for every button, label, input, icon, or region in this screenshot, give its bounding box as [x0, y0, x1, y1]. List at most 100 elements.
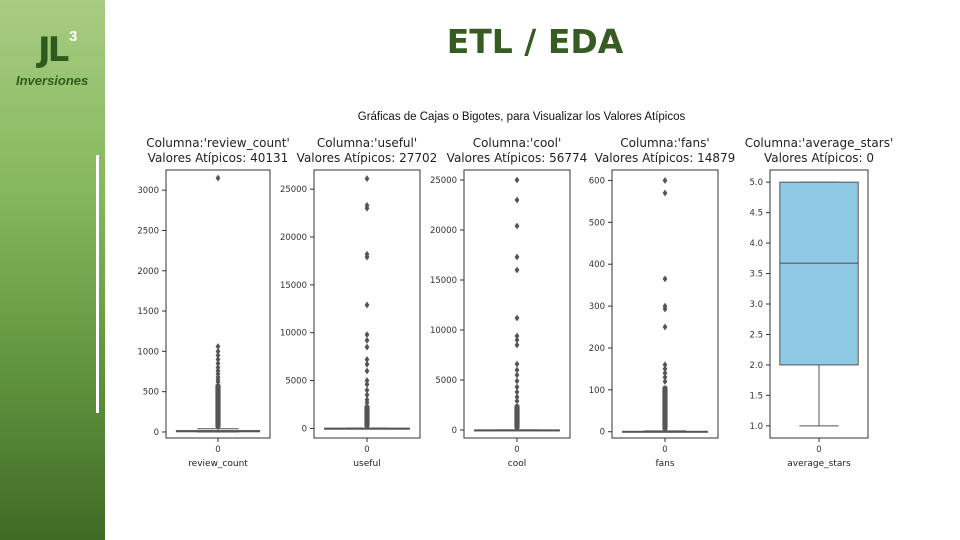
plot-1-outlier-9: [215, 347, 221, 355]
plot-1-outlier-5: [215, 364, 221, 371]
plot-2-xtick-label: 0: [364, 445, 369, 455]
plot-2-outlier-17: [364, 175, 370, 183]
plot-1-outlier-7: [215, 356, 221, 363]
plot-3-outlier-2: [514, 388, 520, 396]
plot-3-outlier-0: [514, 397, 520, 405]
plot-1-outlier-6: [215, 360, 221, 367]
plot-4-outlier-5: [662, 323, 668, 331]
plot-2-outlier-16: [364, 202, 370, 209]
plot-2-outlier-7: [364, 360, 370, 368]
plot-4-ytick-label-4: 400: [589, 260, 605, 270]
plot-3-xlabel: cool: [508, 459, 526, 469]
plot-2-ytick-label-2: 10000: [280, 329, 307, 339]
plot-3-ytick-label-1: 5000: [435, 376, 457, 386]
plot-1-title-line1: Columna:'review_count': [146, 136, 290, 150]
plot-1-ytick-label-4: 2000: [137, 267, 159, 277]
plot-1-xlabel: review_count: [188, 459, 248, 469]
plot-4-outlier-1: [662, 373, 668, 381]
plot-2-ytick-label-5: 25000: [280, 185, 307, 195]
plot-4-outlier-10: [662, 177, 668, 184]
plot-5-ytick-label-1: 1.5: [749, 391, 763, 401]
plot-4-outlier-7: [662, 302, 668, 310]
plot-5-ytick-label-5: 3.5: [749, 270, 763, 280]
plot-3-outlier-3: [514, 383, 520, 391]
plot-2-outlier-10: [364, 336, 370, 344]
plot-1-outlier-8: [215, 351, 221, 359]
plot-3-outlier-11: [514, 314, 520, 322]
plot-4-ytick-label-3: 300: [589, 302, 605, 312]
plot-5-ytick-label-2: 2.0: [749, 361, 763, 371]
plot-3-outlier-9: [514, 336, 520, 344]
plot-3-outlier-10: [514, 332, 520, 340]
plot-1-outlier-band: [215, 383, 221, 429]
plot-3-outlier-15: [514, 196, 520, 204]
page-title: ETL / EDA: [446, 22, 624, 61]
plot-4-xlabel: fans: [655, 459, 674, 469]
plot-3-ytick-label-4: 20000: [430, 226, 457, 236]
plot-3-outlier-7: [514, 360, 520, 368]
plot-5-xtick-label: 0: [816, 445, 821, 455]
plot-3-title-line2: Valores Atípicos: 56774: [447, 151, 588, 165]
plot-2-outlier-11: [364, 331, 370, 339]
plot-2-outlier-5: [364, 377, 370, 384]
plot-5-box: [779, 181, 859, 366]
plot-3-outlier-14: [514, 222, 520, 230]
plot-5-title-line2: Valores Atípicos: 0: [764, 151, 874, 165]
plot-3-outlier-16: [514, 176, 520, 184]
plot-1-ytick-label-1: 500: [143, 388, 159, 398]
plot-4-ytick-label-5: 500: [589, 218, 605, 228]
plot-1-ytick-label-3: 1500: [137, 307, 159, 317]
plot-1-xtick-label: 0: [215, 445, 220, 455]
plot-4-outlier-9: [662, 189, 668, 197]
plot-4-xtick-label: 0: [662, 445, 667, 455]
plot-2-outlier-8: [364, 356, 370, 363]
plot-3-outlier-band: [514, 404, 520, 430]
plot-5-ytick-label-3: 2.5: [749, 330, 763, 340]
plot-4-ytick-label-2: 200: [589, 344, 605, 354]
plot-4-title-line1: Columna:'fans': [620, 136, 709, 150]
plot-3-outlier-13: [514, 253, 520, 261]
sidebar-divider: [96, 155, 99, 413]
plot-5-title-line1: Columna:'average_stars': [745, 136, 894, 150]
plot-3-title-line1: Columna:'cool': [473, 136, 562, 150]
plot-2-outlier-3: [364, 386, 370, 394]
plot-2-title-line1: Columna:'useful': [317, 136, 417, 150]
plot-5-xlabel: average_stars: [787, 459, 851, 469]
plot-1-outlier-11: [215, 174, 221, 182]
logo-letters: JL: [38, 30, 69, 70]
plot-2-outlier-4: [364, 381, 370, 388]
figure-subtitle: Gráficas de Cajas o Bigotes, para Visual…: [357, 111, 686, 123]
plot-4-ytick-label-0: 0: [600, 428, 605, 438]
plot-3-xtick-label: 0: [514, 445, 519, 455]
plot-5-ytick-label-0: 1.0: [749, 422, 763, 432]
plot-1-outlier-10: [215, 343, 221, 350]
plot-3-outlier-8: [514, 341, 520, 349]
plot-2-ytick-label-0: 0: [302, 424, 307, 434]
logo-tagline: Inversiones: [16, 73, 89, 88]
plot-2-ytick-label-1: 5000: [285, 377, 307, 387]
plot-4-title-line2: Valores Atípicos: 14879: [595, 151, 736, 165]
sidebar: JL 3 Inversiones: [0, 0, 105, 540]
plot-3-outlier-6: [514, 366, 520, 374]
plot-4-ytick-label-1: 100: [589, 386, 605, 396]
plot-2-ytick-label-3: 15000: [280, 281, 307, 291]
plot-4-outlier-4: [662, 361, 668, 369]
plot-1-ytick-label-5: 2500: [137, 226, 159, 236]
plot-5-ytick-label-4: 3.0: [749, 300, 763, 310]
plot-1-ytick-label-6: 3000: [137, 186, 159, 196]
plot-3-outlier-4: [514, 377, 520, 385]
plot-2-outlier-band: [364, 404, 370, 428]
plot-3-outlier-5: [514, 371, 520, 379]
plot-4-outlier-2: [662, 369, 668, 377]
plot-1-ytick-label-0: 0: [154, 428, 159, 438]
plot-5-ytick-label-6: 4.0: [749, 239, 763, 249]
plot-2-outlier-9: [364, 343, 370, 351]
plot-3-ytick-label-2: 10000: [430, 326, 457, 336]
plot-2-outlier-1: [364, 396, 370, 404]
plot-2-xlabel: useful: [353, 459, 380, 469]
plot-1-ytick-label-2: 1000: [137, 347, 159, 357]
plot-4-outlier-band: [662, 385, 668, 431]
plot-3-outlier-1: [514, 393, 520, 401]
plot-4-outlier-8: [662, 275, 668, 283]
plot-1-title-line2: Valores Atípicos: 40131: [148, 151, 289, 165]
